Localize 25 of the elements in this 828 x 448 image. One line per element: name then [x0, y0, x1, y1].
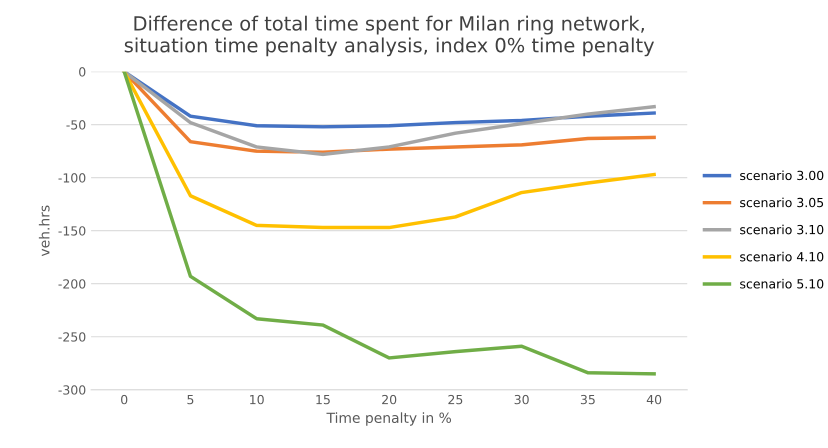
y-tick-label: -300: [58, 385, 86, 395]
x-tick-label: 15: [316, 395, 330, 404]
legend-label: scenario 4.10: [740, 252, 824, 262]
y-tick-label: -250: [58, 332, 86, 342]
y-tick-label: -50: [66, 120, 86, 130]
x-tick-label: 20: [382, 394, 396, 404]
y-axis-title: veh.hrs: [38, 206, 50, 256]
x-tick-label: 25: [448, 394, 462, 404]
y-tick-label: 0: [79, 67, 86, 77]
x-tick-label: 35: [580, 394, 595, 404]
chart-title: Difference of total time spent for Milan ring network, situation time penalty analysis, index 0% time penalty: [124, 16, 654, 56]
legend-label: scenario 3.00: [740, 170, 824, 180]
line-series: [122, 72, 656, 376]
x-tick-label: 10: [250, 394, 264, 404]
x-axis-title: Time penalty in %: [326, 412, 452, 426]
y-tick-label: -150: [58, 226, 86, 236]
y-tick-label: -100: [58, 173, 86, 183]
x-tick-label: 5: [187, 395, 194, 404]
legend-label: scenario 3.05: [740, 198, 824, 208]
legend-label: scenario 5.10: [740, 278, 824, 289]
x-tick-label: 40: [646, 394, 662, 404]
legend-label: scenario 3.10: [740, 224, 824, 234]
x-tick-label: 30: [514, 394, 529, 404]
y-tick-label: -200: [58, 279, 86, 289]
x-tick-label: 0: [121, 394, 128, 404]
